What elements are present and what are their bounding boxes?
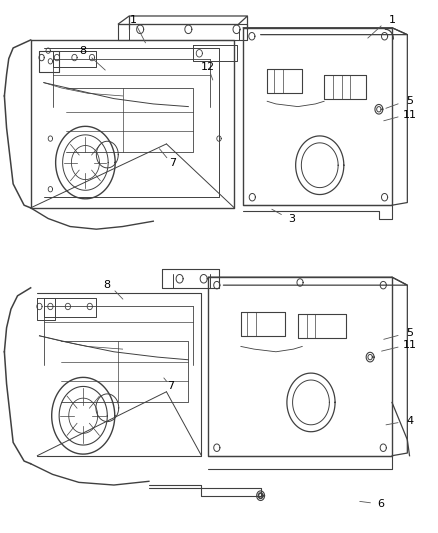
Text: 6: 6 — [378, 499, 385, 508]
Text: 7: 7 — [167, 382, 174, 391]
Text: 5: 5 — [406, 328, 413, 338]
Text: 4: 4 — [406, 416, 413, 426]
Text: 11: 11 — [403, 110, 417, 119]
Text: 12: 12 — [201, 62, 215, 71]
Text: 1: 1 — [130, 15, 137, 25]
Text: 8: 8 — [104, 280, 111, 290]
Text: 11: 11 — [403, 341, 417, 350]
Text: 3: 3 — [288, 214, 295, 223]
Text: 1: 1 — [389, 15, 396, 25]
Text: 5: 5 — [406, 96, 413, 106]
Text: 7: 7 — [170, 158, 177, 167]
Text: 8: 8 — [80, 46, 87, 55]
